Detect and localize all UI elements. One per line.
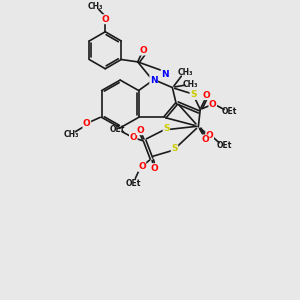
Text: O: O	[151, 164, 158, 172]
Text: OEt: OEt	[221, 107, 237, 116]
Text: O: O	[206, 131, 214, 140]
Text: O: O	[101, 15, 109, 24]
Text: S: S	[163, 124, 170, 133]
Text: S: S	[190, 91, 196, 100]
Text: O: O	[209, 100, 217, 109]
Text: OEt: OEt	[126, 179, 141, 188]
Text: CH₃: CH₃	[177, 68, 193, 76]
Text: O: O	[201, 135, 209, 144]
Text: O: O	[136, 126, 144, 135]
Text: O: O	[138, 162, 146, 171]
Text: O: O	[203, 91, 211, 100]
Text: N: N	[150, 76, 158, 85]
Text: CH₃: CH₃	[64, 130, 79, 139]
Text: O: O	[129, 133, 137, 142]
Text: N: N	[161, 70, 169, 79]
Text: S: S	[171, 144, 178, 153]
Text: CH₃: CH₃	[88, 2, 103, 11]
Text: OEt: OEt	[216, 142, 232, 151]
Text: O: O	[83, 119, 91, 128]
Text: CH₃: CH₃	[183, 80, 199, 89]
Text: O: O	[139, 46, 147, 55]
Text: OEt: OEt	[109, 125, 124, 134]
